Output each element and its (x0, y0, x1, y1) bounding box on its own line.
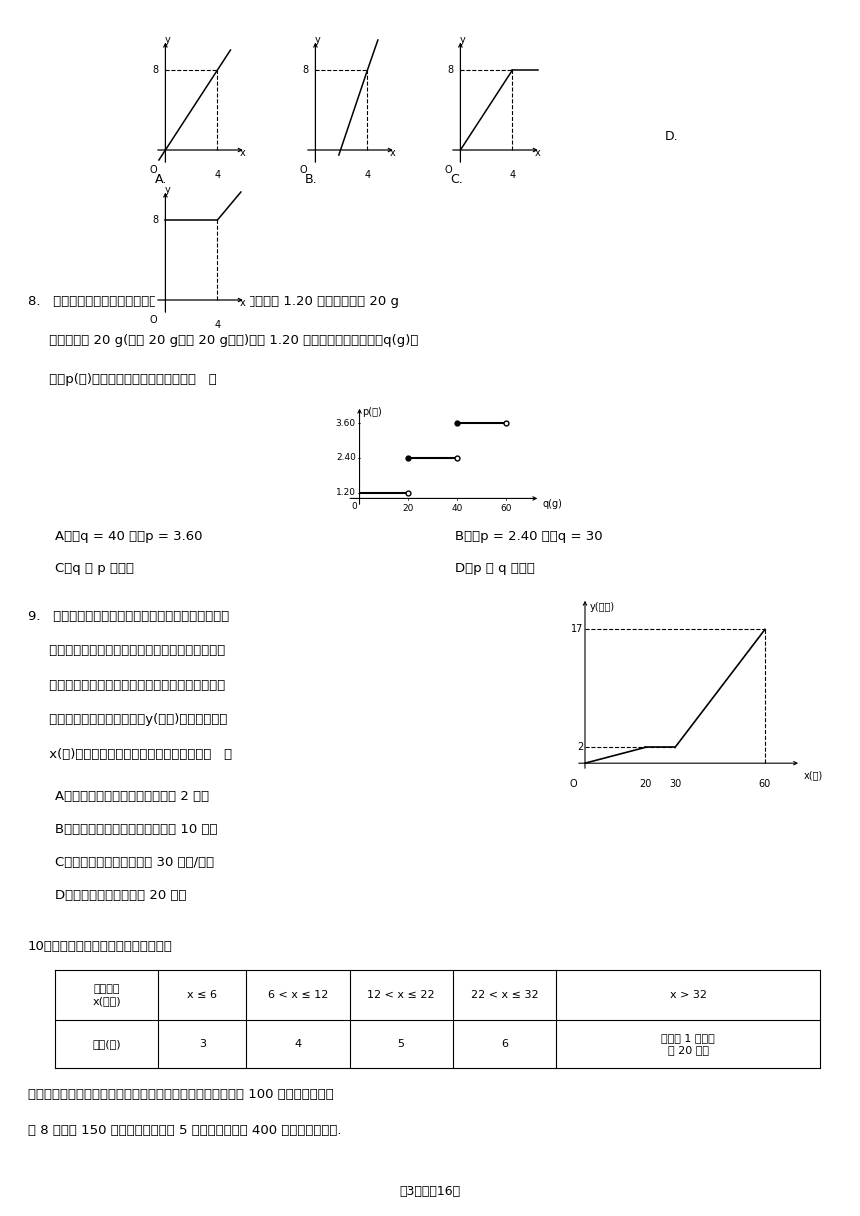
Text: 3: 3 (199, 1038, 206, 1049)
Text: 3.60: 3.60 (335, 418, 356, 428)
Text: 60: 60 (501, 503, 512, 513)
Text: O: O (445, 165, 452, 175)
Text: C.: C. (450, 173, 463, 186)
Text: 60: 60 (759, 779, 771, 789)
Text: 6: 6 (501, 1038, 508, 1049)
Text: 2: 2 (577, 743, 583, 753)
Text: 8: 8 (448, 64, 454, 75)
Text: 每增加 1 元可乘
坐 20 公里: 每增加 1 元可乘 坐 20 公里 (661, 1034, 715, 1054)
Text: 22 < x ≤ 32: 22 < x ≤ 32 (470, 990, 538, 1000)
Text: D．p 是 q 的函数: D．p 是 q 的函数 (455, 562, 535, 575)
Text: x: x (239, 148, 245, 158)
Text: 8: 8 (153, 64, 159, 75)
Text: x > 32: x > 32 (670, 990, 707, 1000)
Text: 4: 4 (509, 170, 515, 180)
Text: 20: 20 (639, 779, 651, 789)
Text: O: O (150, 165, 157, 175)
Text: 10．北京地铁票价计费标准如表所示：: 10．北京地铁票价计费标准如表所示： (28, 940, 173, 953)
Text: 乘车距离
x(公里): 乘车距离 x(公里) (92, 984, 121, 1006)
Text: 8: 8 (303, 64, 309, 75)
Text: y(公里): y(公里) (589, 602, 615, 612)
Text: 30: 30 (669, 779, 681, 789)
Text: y: y (164, 185, 170, 195)
Text: x: x (239, 298, 245, 308)
Text: 打 8 折；满 150 元后，超出部分打 5 折；支出累计达 400 元后，不再打折.: 打 8 折；满 150 元后，超出部分打 5 折；支出累计达 400 元后，不再… (28, 1124, 341, 1137)
Text: C．公共汽车的平均速度是 30 公里/小时: C．公共汽车的平均速度是 30 公里/小时 (55, 856, 214, 869)
Text: O: O (150, 315, 157, 325)
Text: y: y (315, 35, 320, 45)
Text: 4: 4 (214, 170, 220, 180)
Text: y: y (164, 35, 170, 45)
Text: x: x (534, 148, 540, 158)
Text: 0: 0 (352, 502, 357, 511)
Text: 8: 8 (153, 215, 159, 225)
Text: 邮资p(元)的关系，下列表述正确的是（   ）: 邮资p(元)的关系，下列表述正确的是（ ） (28, 373, 217, 385)
Text: 1.20: 1.20 (336, 488, 356, 497)
Text: O: O (569, 779, 577, 789)
Text: B.: B. (305, 173, 317, 186)
Text: 第3页，共16页: 第3页，共16页 (399, 1186, 461, 1198)
Text: y: y (459, 35, 465, 45)
Text: 4: 4 (365, 170, 371, 180)
Text: 另外，使用市政交通一卡通，每个自然月每张卡片支出累计满 100 元后，超出部分: 另外，使用市政交通一卡通，每个自然月每张卡片支出累计满 100 元后，超出部分 (28, 1088, 334, 1100)
Text: O: O (300, 165, 308, 175)
Text: p(元): p(元) (362, 407, 382, 417)
Text: 40: 40 (452, 503, 463, 513)
Text: D．小强乘公共汽车用了 20 分钟: D．小强乘公共汽车用了 20 分钟 (55, 889, 187, 902)
Text: 6 < x ≤ 12: 6 < x ≤ 12 (267, 990, 328, 1000)
Text: B．当p = 2.40 时，q = 30: B．当p = 2.40 时，q = 30 (455, 530, 603, 544)
Text: x ≤ 6: x ≤ 6 (187, 990, 218, 1000)
Text: 12 < x ≤ 22: 12 < x ≤ 22 (367, 990, 435, 1000)
Text: x(分)之间的函数关系．下列说法错误的是（   ）: x(分)之间的函数关系．下列说法错误的是（ ） (28, 748, 232, 761)
Text: 8.   我国国内平信邮资标准：每封信的质量不超过 20 g，付邮资 1.20 元；质量超过 20 g: 8. 我国国内平信邮资标准：每封信的质量不超过 20 g，付邮资 1.20 元；… (28, 295, 399, 308)
Text: 2.40: 2.40 (336, 454, 356, 462)
Text: x(分): x(分) (804, 770, 823, 779)
Text: 4: 4 (294, 1038, 302, 1049)
Text: A．小强从家到公共汽车站步行了 2 公里: A．小强从家到公共汽车站步行了 2 公里 (55, 790, 209, 803)
Text: 折线表示小强离开家的路程y(公里)和所用的时间: 折线表示小强离开家的路程y(公里)和所用的时间 (28, 714, 227, 726)
Text: 后，每增加 20 g(不足 20 g按照 20 g计算)增加 1.20 元，如图表示的是质量q(g)与: 后，每增加 20 g(不足 20 g按照 20 g计算)增加 1.20 元，如图… (28, 334, 418, 347)
Text: 20: 20 (402, 503, 414, 513)
Text: 站一起乘车回学校，小强从家出发先步行到车站，: 站一起乘车回学校，小强从家出发先步行到车站， (28, 644, 225, 658)
Text: q(g): q(g) (543, 499, 562, 508)
Text: 等小明到了后两人一起乘公共汽车回到学校．图中: 等小明到了后两人一起乘公共汽车回到学校．图中 (28, 679, 225, 692)
Text: C．q 是 p 的函数: C．q 是 p 的函数 (55, 562, 134, 575)
Text: 9.   某星期天下午，小强和同学小明相约在某公共汽车: 9. 某星期天下午，小强和同学小明相约在某公共汽车 (28, 610, 230, 623)
Text: x: x (390, 148, 395, 158)
Text: 17: 17 (571, 624, 583, 635)
Text: 4: 4 (214, 320, 220, 330)
Text: 票价(元): 票价(元) (92, 1038, 121, 1049)
Text: A.: A. (155, 173, 167, 186)
Text: 5: 5 (397, 1038, 405, 1049)
Text: A．当q = 40 时，p = 3.60: A．当q = 40 时，p = 3.60 (55, 530, 202, 544)
Text: B．小强在公共汽车站等小明用了 10 分钟: B．小强在公共汽车站等小明用了 10 分钟 (55, 823, 218, 837)
Text: D.: D. (665, 130, 679, 143)
